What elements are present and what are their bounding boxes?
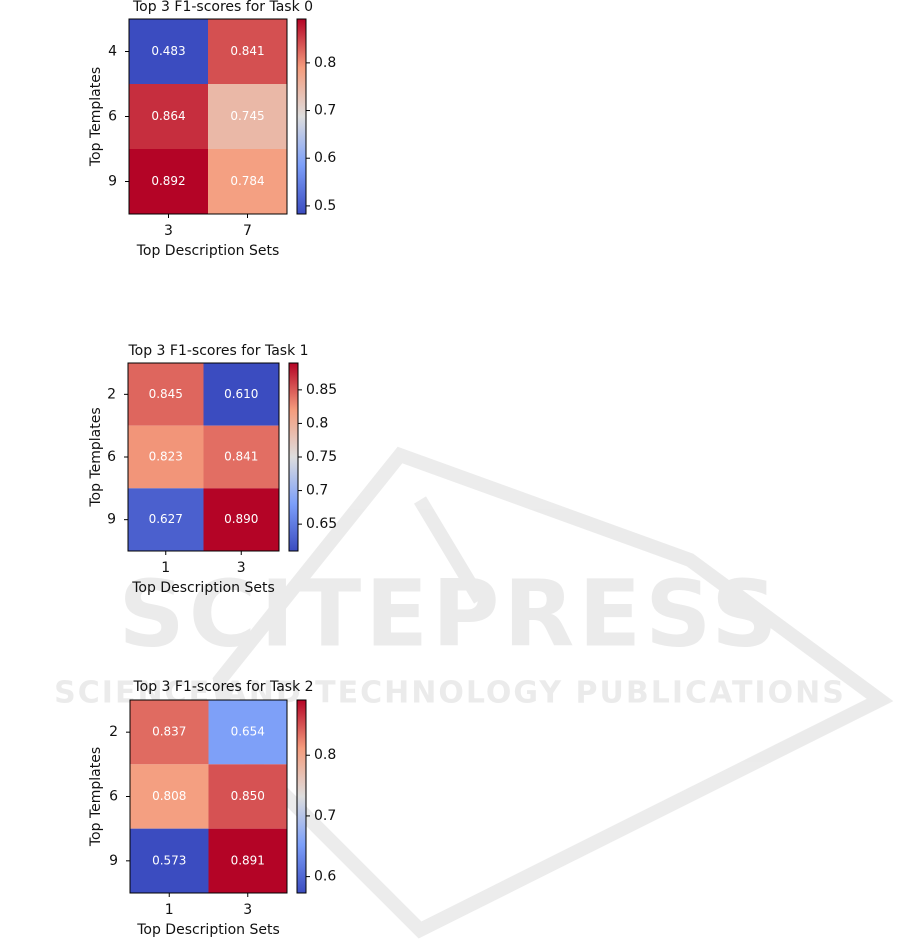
cell-label: 0.837: [152, 725, 186, 739]
chart-title: Top 3 F1-scores for Task 1: [127, 343, 308, 359]
cell-label: 0.654: [231, 725, 265, 739]
cell-label: 0.627: [149, 512, 183, 526]
y-tick-label: 9: [109, 853, 118, 869]
colorbar-tick-label: 0.85: [306, 382, 337, 398]
colorbar-tick-label: 0.7: [314, 103, 336, 119]
heatmap-cell: [130, 700, 209, 765]
y-tick-label: 4: [108, 44, 117, 60]
y-tick-label: 2: [107, 386, 116, 402]
cell-label: 0.808: [152, 789, 186, 803]
colorbar: [296, 699, 307, 894]
colorbar-tick-label: 0.6: [314, 869, 336, 885]
x-tick-label: 1: [165, 902, 174, 918]
cell-label: 0.745: [230, 109, 264, 123]
heatmap-cell: [129, 19, 208, 84]
cell-label: 0.850: [231, 789, 265, 803]
colorbar-tick-label: 0.8: [314, 747, 336, 763]
watermark-title: SCITEPRESS: [118, 560, 781, 667]
heatmap-cell: [208, 149, 287, 214]
y-axis-label: Top Templates: [88, 407, 104, 507]
cell-label: 0.845: [149, 387, 183, 401]
cell-label: 0.483: [151, 44, 185, 58]
colorbar-tick-label: 0.65: [306, 516, 337, 532]
x-tick-label: 3: [237, 560, 246, 576]
x-tick-label: 7: [243, 223, 252, 239]
colorbar-tick-label: 0.75: [306, 449, 337, 465]
cell-label: 0.891: [231, 853, 265, 867]
cell-label: 0.890: [224, 512, 258, 526]
cell-label: 0.841: [230, 44, 264, 58]
cell-label: 0.823: [149, 450, 183, 464]
heatmap-cell: [128, 488, 204, 551]
y-tick-label: 6: [107, 449, 116, 465]
cell-label: 0.573: [152, 853, 186, 867]
heatmap-cell: [208, 700, 287, 765]
x-tick-label: 3: [243, 902, 252, 918]
colorbar-tick-label: 0.6: [314, 150, 336, 166]
cell-label: 0.610: [224, 387, 258, 401]
heatmap-cell: [203, 488, 279, 551]
y-axis-label: Top Templates: [88, 747, 104, 847]
chart-title: Top 3 F1-scores for Task 0: [132, 0, 313, 15]
colorbar-tick-label: 0.7: [314, 808, 336, 824]
x-axis-label: Top Description Sets: [136, 243, 280, 259]
y-tick-label: 9: [108, 174, 117, 190]
cell-label: 0.784: [230, 174, 264, 188]
heatmap-cell: [129, 149, 208, 214]
colorbar-tick-label: 0.5: [314, 198, 336, 214]
heatmap-cell: [208, 84, 287, 149]
heatmap-cell: [203, 425, 279, 489]
heatmap-cell: [128, 425, 204, 489]
y-tick-label: 9: [107, 512, 116, 528]
colorbar-tick-label: 0.8: [306, 415, 328, 431]
x-axis-label: Top Description Sets: [131, 580, 275, 596]
colorbar: [288, 362, 299, 552]
y-tick-label: 6: [108, 109, 117, 125]
cell-label: 0.892: [151, 174, 185, 188]
heatmap-cell: [130, 764, 209, 829]
chart-title: Top 3 F1-scores for Task 2: [132, 679, 313, 695]
x-tick-label: 1: [161, 560, 170, 576]
colorbar-tick-label: 0.7: [306, 483, 328, 499]
heatmap-cell: [129, 84, 208, 149]
y-axis-label: Top Templates: [88, 67, 104, 167]
cell-label: 0.864: [151, 109, 185, 123]
heatmap-cell: [208, 828, 287, 893]
y-tick-label: 2: [109, 724, 118, 740]
x-tick-label: 3: [164, 223, 173, 239]
y-tick-label: 6: [109, 789, 118, 805]
heatmap-cell: [130, 828, 209, 893]
colorbar-tick-label: 0.8: [314, 55, 336, 71]
heatmap-cell: [203, 363, 279, 426]
heatmap-cell: [208, 19, 287, 84]
watermark: SCITEPRESS SCIENCE AND TECHNOLOGY PUBLIC…: [54, 446, 894, 939]
cell-label: 0.841: [224, 450, 258, 464]
heatmap-cell: [128, 363, 204, 426]
heatmap-cell: [208, 764, 287, 829]
x-axis-label: Top Description Sets: [136, 922, 280, 938]
colorbar: [296, 18, 307, 215]
